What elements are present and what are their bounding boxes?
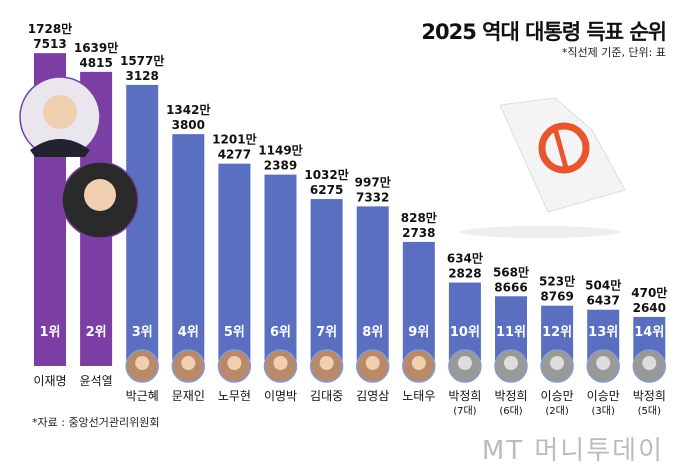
value-label-top: 1149만 bbox=[258, 143, 302, 158]
name-label: 박정희 bbox=[448, 389, 481, 403]
term-label: (7대) bbox=[453, 405, 476, 417]
bar-6 bbox=[264, 174, 297, 360]
rank-label: 10위 bbox=[450, 325, 480, 340]
rank-label: 6위 bbox=[270, 325, 291, 340]
name-label: 김대중 bbox=[310, 389, 343, 403]
value-label-top: 1728만 bbox=[28, 21, 72, 36]
rank-label: 8위 bbox=[362, 325, 383, 340]
rank-label: 7위 bbox=[316, 325, 337, 340]
logo: MT 머니투데이 bbox=[481, 436, 664, 466]
term-label: (3대) bbox=[592, 405, 615, 417]
value-label-top: 1201만 bbox=[212, 132, 256, 147]
unit-note: *직선제 기준, 단위: 표 bbox=[561, 46, 666, 59]
value-label-top: 470만 bbox=[631, 285, 667, 300]
value-label-top: 1342만 bbox=[166, 102, 210, 117]
value-label-top: 504만 bbox=[585, 278, 621, 293]
portrait-face bbox=[43, 95, 77, 129]
value-label-bottom: 2389 bbox=[264, 159, 297, 173]
ballot-stamp-line bbox=[552, 127, 569, 169]
value-label-bottom: 3128 bbox=[125, 69, 158, 83]
term-label: (2대) bbox=[545, 405, 568, 417]
value-label-bottom: 2828 bbox=[448, 267, 481, 281]
bar-8 bbox=[356, 206, 389, 360]
rank-label: 14위 bbox=[634, 325, 664, 340]
portrait-suit bbox=[30, 139, 90, 157]
value-label-top: 1577만 bbox=[120, 53, 164, 68]
value-label-top: 828만 bbox=[401, 210, 437, 225]
bar-9 bbox=[402, 241, 435, 360]
portrait-face bbox=[227, 356, 242, 370]
rank-label: 9위 bbox=[408, 325, 429, 340]
value-label-bottom: 4815 bbox=[79, 56, 112, 70]
portrait-face bbox=[84, 179, 116, 211]
name-label: 노태우 bbox=[402, 389, 435, 403]
chart-title: 2025 역대 대통령 득표 순위 bbox=[421, 20, 667, 44]
term-label: (6대) bbox=[499, 405, 522, 417]
value-label-top: 1032만 bbox=[304, 167, 348, 182]
rank-label: 13위 bbox=[588, 325, 618, 340]
term-label: (5대) bbox=[638, 405, 661, 417]
rank-label: 5위 bbox=[224, 325, 245, 340]
portrait-face bbox=[642, 356, 657, 370]
portrait-face bbox=[596, 356, 611, 370]
bar-7 bbox=[310, 199, 343, 360]
name-label: 문재인 bbox=[172, 389, 205, 403]
value-label-bottom: 8666 bbox=[494, 280, 527, 294]
ballot-icon bbox=[460, 97, 626, 238]
name-label: 윤석열 bbox=[80, 374, 113, 388]
value-label-bottom: 8769 bbox=[540, 290, 573, 304]
ballot-stamp bbox=[538, 122, 590, 174]
value-label-top: 523만 bbox=[539, 274, 575, 289]
bar-10 bbox=[448, 282, 481, 360]
ballot-shadow bbox=[460, 226, 620, 238]
portrait-face bbox=[504, 356, 518, 370]
rank-label: 2위 bbox=[86, 325, 107, 340]
rank-label: 12위 bbox=[542, 325, 572, 340]
value-label-bottom: 7332 bbox=[356, 190, 389, 204]
portrait-face bbox=[457, 356, 472, 370]
portrait-face bbox=[550, 356, 565, 370]
name-label: 이승만 bbox=[541, 389, 574, 403]
source-note: *자료 : 중앙선거관리위원회 bbox=[32, 416, 160, 429]
value-label-top: 634만 bbox=[447, 251, 483, 266]
rank-label: 11위 bbox=[496, 325, 526, 340]
portrait-face bbox=[365, 356, 380, 370]
name-label: 박정희 bbox=[633, 389, 666, 403]
name-label: 박근혜 bbox=[126, 389, 159, 403]
portrait-face bbox=[181, 356, 196, 370]
value-label-bottom: 2738 bbox=[402, 226, 435, 240]
name-label: 박정희 bbox=[494, 389, 527, 403]
value-label-top: 568만 bbox=[493, 264, 529, 279]
name-label: 이재명 bbox=[33, 374, 66, 388]
value-label-top: 997만 bbox=[355, 174, 391, 189]
rank-label: 1위 bbox=[39, 325, 60, 340]
rank-label: 3위 bbox=[132, 325, 153, 340]
value-label-bottom: 3800 bbox=[172, 118, 205, 132]
value-label-bottom: 7513 bbox=[33, 37, 66, 51]
name-label: 이명박 bbox=[264, 389, 297, 403]
portrait-face bbox=[273, 356, 288, 370]
portrait-face bbox=[411, 356, 426, 370]
name-label: 김영삼 bbox=[356, 389, 389, 403]
value-label-bottom: 6275 bbox=[310, 183, 343, 197]
name-label: 노무현 bbox=[218, 389, 251, 403]
portrait-face bbox=[135, 356, 150, 370]
value-label-bottom: 4277 bbox=[218, 148, 251, 162]
value-label-bottom: 6437 bbox=[586, 294, 619, 308]
bar-5 bbox=[218, 163, 251, 360]
bar-4 bbox=[172, 134, 205, 360]
rank-label: 4위 bbox=[178, 325, 199, 340]
name-label: 이승만 bbox=[587, 389, 620, 403]
value-label-bottom: 2640 bbox=[633, 301, 666, 315]
value-label-top: 1639만 bbox=[74, 40, 118, 55]
portrait-face bbox=[319, 356, 334, 370]
